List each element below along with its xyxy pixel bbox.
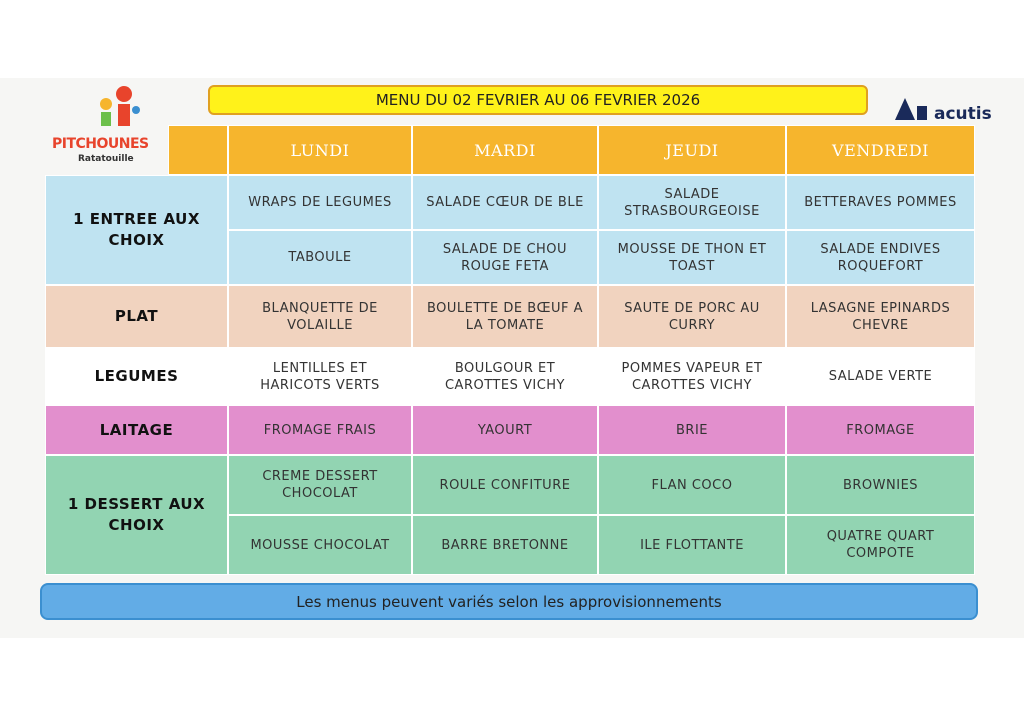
menu-item: MOUSSE DE THON ET TOAST	[598, 230, 786, 285]
row-label: LEGUMES	[45, 348, 228, 405]
menu-item: BROWNIES	[786, 455, 975, 515]
menu-item: FLAN COCO	[598, 455, 786, 515]
menu-item: SALADE CŒUR DE BLE	[412, 175, 598, 230]
menu-item: SALADE VERTE	[786, 348, 975, 405]
day-header: VENDREDI	[786, 125, 975, 175]
menu-item: BOULETTE DE BŒUF A LA TOMATE	[412, 285, 598, 348]
logo-figures	[100, 86, 140, 126]
menu-item: CREME DESSERT CHOCOLAT	[228, 455, 412, 515]
menu-item: BOULGOUR ET CAROTTES VICHY	[412, 348, 598, 405]
logo-right-name: acutis	[934, 104, 992, 124]
menu-item: BARRE BRETONNE	[412, 515, 598, 575]
header-corner	[168, 125, 228, 175]
menu-item: FROMAGE FRAIS	[228, 405, 412, 455]
menu-item: ILE FLOTTANTE	[598, 515, 786, 575]
row-label: LAITAGE	[45, 405, 228, 455]
menu-item: BETTERAVES POMMES	[786, 175, 975, 230]
row-label: 1 DESSERT AUX CHOIX	[45, 455, 228, 575]
menu-item: BRIE	[598, 405, 786, 455]
menu-item: LENTILLES ET HARICOTS VERTS	[228, 348, 412, 405]
day-header: LUNDI	[228, 125, 412, 175]
menu-item: SALADE STRASBOURGEOISE	[598, 175, 786, 230]
menu-item: WRAPS DE LEGUMES	[228, 175, 412, 230]
menu-item: BLANQUETTE DE VOLAILLE	[228, 285, 412, 348]
menu-item: QUATRE QUART COMPOTE	[786, 515, 975, 575]
row-label: 1 ENTREE AUX CHOIX	[45, 175, 228, 285]
row-label: PLAT	[45, 285, 228, 348]
menu-title: MENU DU 02 FEVRIER AU 06 FEVRIER 2026	[208, 85, 868, 115]
menu-item: SALADE ENDIVES ROQUEFORT	[786, 230, 975, 285]
logo-right-mark	[895, 98, 927, 120]
menu-item: MOUSSE CHOCOLAT	[228, 515, 412, 575]
menu-item: SALADE DE CHOU ROUGE FETA	[412, 230, 598, 285]
footer-note: Les menus peuvent variés selon les appro…	[40, 583, 978, 620]
menu-item: ROULE CONFITURE	[412, 455, 598, 515]
day-header: JEUDI	[598, 125, 786, 175]
logo-left-name: PITCHOUNES	[52, 136, 149, 152]
menu-item: POMMES VAPEUR ET CAROTTES VICHY	[598, 348, 786, 405]
logo-left-subtitle: Ratatouille	[78, 154, 134, 164]
menu-item: YAOURT	[412, 405, 598, 455]
menu-item: LASAGNE EPINARDS CHEVRE	[786, 285, 975, 348]
menu-item: FROMAGE	[786, 405, 975, 455]
menu-item: SAUTE DE PORC AU CURRY	[598, 285, 786, 348]
menu-item: TABOULE	[228, 230, 412, 285]
day-header: MARDI	[412, 125, 598, 175]
